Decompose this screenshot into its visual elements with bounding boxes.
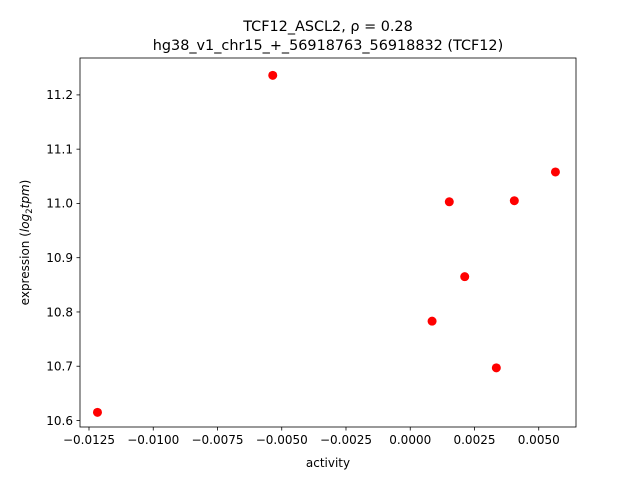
y-axis-label: expression (log2tpm) [18,180,35,306]
x-tick-label: 0.0025 [453,433,495,447]
x-tick-label: −0.0025 [320,433,372,447]
plot-frame [79,57,577,428]
x-tick-label: −0.0075 [191,433,243,447]
data-point-4 [444,197,454,207]
y-tick-label: 10.7 [46,360,73,374]
x-tick-label: −0.0100 [127,433,179,447]
y-tick-label: 10.9 [46,251,73,265]
y-tick-label: 11.0 [46,197,73,211]
x-tick-label: −0.0050 [256,433,308,447]
data-point-8 [550,167,560,177]
data-points [92,70,560,417]
x-tick-label: 0.0000 [389,433,431,447]
axis-ticks: −0.0125 −0.0100 −0.0075 −0.0050 −0.0025 0.000… [46,88,559,447]
y-tick-label: 10.8 [46,305,73,319]
data-point-7 [509,196,519,206]
y-tick-label: 11.1 [46,142,73,156]
y-tick-label: 11.2 [46,88,73,102]
x-axis-label: activity [306,456,350,470]
data-point-2 [268,70,278,80]
chart-title: TCF12_ASCL2, ρ = 0.28 [242,19,413,35]
data-point-1 [92,407,102,417]
x-tick-label: 0.0050 [518,433,560,447]
data-point-6 [491,363,501,373]
data-point-5 [460,272,470,282]
chart-subtitle: hg38_v1_chr15_+_56918763_56918832 (TCF12… [153,38,503,54]
data-point-3 [427,316,437,326]
x-tick-label: −0.0125 [63,433,115,447]
y-tick-label: 10.6 [46,414,73,428]
